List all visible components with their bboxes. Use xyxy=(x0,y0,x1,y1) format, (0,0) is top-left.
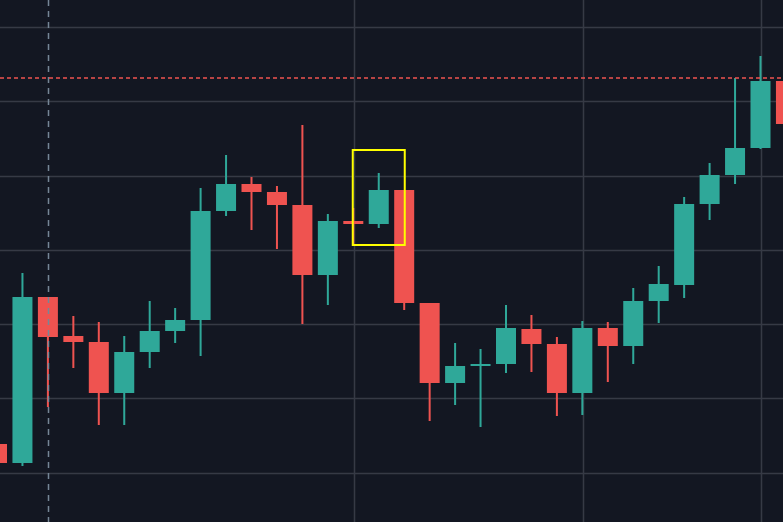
candle-body-up xyxy=(216,184,237,211)
candle-body-down xyxy=(597,328,618,346)
candle-body-up xyxy=(572,328,593,393)
candle-body-down xyxy=(266,192,287,205)
candle-body-up xyxy=(725,148,746,175)
candle-body-down xyxy=(241,184,262,192)
candle-body-up xyxy=(139,331,160,352)
candle-body-down xyxy=(521,329,542,344)
candle-body-down xyxy=(37,297,58,337)
candle-body-down xyxy=(0,444,7,463)
candle-body-up xyxy=(445,366,466,383)
candle-body-up xyxy=(12,297,33,463)
candle-body-up xyxy=(699,175,720,204)
candle-body-up xyxy=(470,364,491,366)
candle-body-down xyxy=(88,342,109,393)
candle-body-up xyxy=(317,221,338,275)
candle-body-down xyxy=(419,303,440,383)
candle-body-up xyxy=(750,81,771,148)
candle-body-up xyxy=(190,211,211,320)
highlight-box xyxy=(351,149,406,246)
candle-body-up xyxy=(496,328,516,364)
candle-body-up xyxy=(623,301,644,346)
candle-body-down xyxy=(394,190,415,303)
candle-body-up xyxy=(674,204,695,285)
candle-body-up xyxy=(648,284,669,301)
candle-body-down xyxy=(775,81,783,124)
candle-body-up xyxy=(368,190,389,224)
candle-body-up xyxy=(165,320,186,331)
candle-body-down xyxy=(546,344,567,393)
candle-body-down xyxy=(292,205,313,275)
candle-body-down xyxy=(63,336,84,342)
candle-body-up xyxy=(114,352,135,393)
